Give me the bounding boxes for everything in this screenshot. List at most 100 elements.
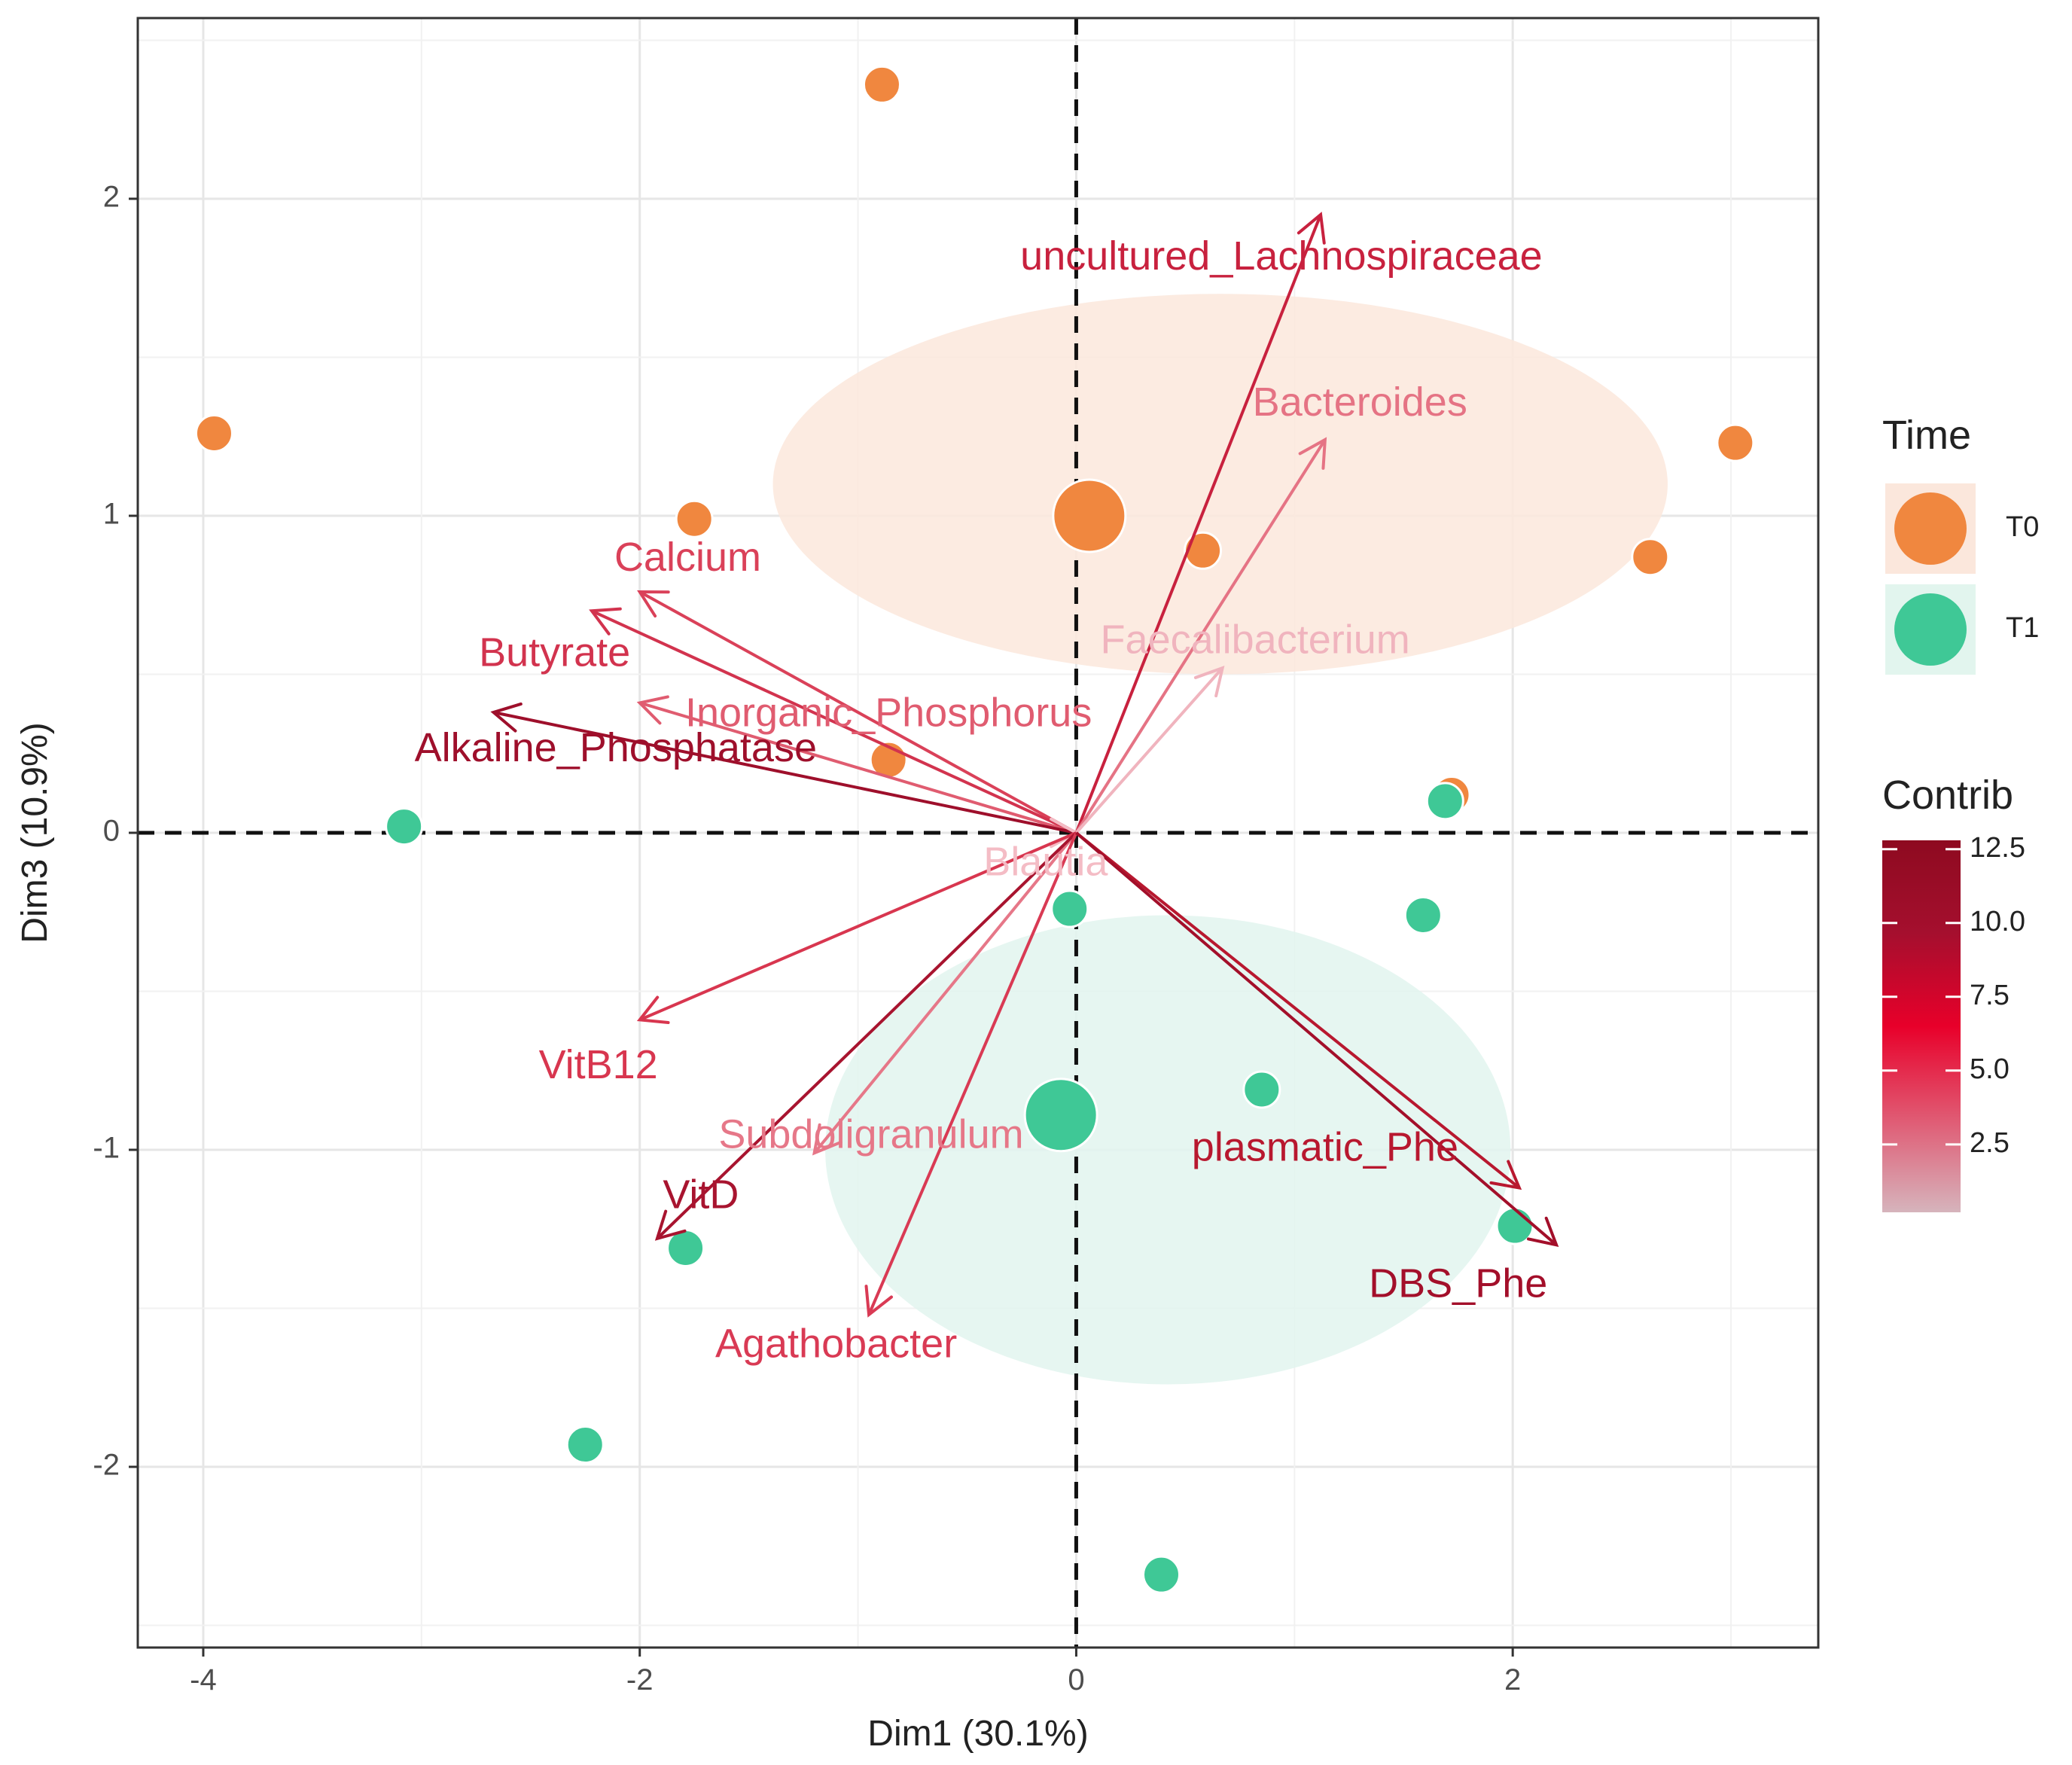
colorbar-tick-label: 10.0 [1970, 906, 2025, 937]
x-tick-label: 0 [1068, 1663, 1084, 1696]
point-t0 [1631, 538, 1670, 577]
arrow-shaft [638, 590, 1077, 834]
y-tick-label: -2 [93, 1449, 120, 1482]
arrow-agathobacter [864, 832, 1078, 1318]
arrow-alkaline-phosphatase [490, 702, 1077, 834]
arrow-vitd [654, 831, 1077, 1241]
arrow-shaft [813, 831, 1077, 1154]
arrow-faecalibacterium [1074, 665, 1225, 834]
legend-time: Time T0 T1 [1882, 413, 2039, 675]
point-t1 [1141, 1555, 1181, 1594]
point-t0 [1184, 531, 1223, 570]
arrow-head [1297, 212, 1326, 245]
point-t0 [675, 499, 714, 538]
arrow-head [654, 1209, 687, 1241]
point-t0 [194, 414, 233, 453]
arrow-head [1298, 437, 1327, 470]
arrow-dbs-phe [1075, 831, 1559, 1248]
variable-label: uncultured_Lachnospiraceae [1020, 233, 1543, 279]
y-tick-label: 0 [103, 815, 120, 848]
arrow-shaft [1075, 831, 1558, 1246]
legend-key-t0 [1894, 492, 1967, 565]
arrow-plasmatic-phe [1075, 831, 1522, 1190]
arrow-head [864, 1285, 893, 1318]
arrow-bacteroides [1074, 437, 1327, 834]
point-t1 [1242, 1070, 1281, 1109]
colorbar-tick-label: 7.5 [1970, 980, 2010, 1011]
colorbar-tick-label: 12.5 [1970, 832, 2025, 864]
variable-label: Subdoligranulum [718, 1111, 1023, 1157]
legend-key-t1 [1894, 593, 1967, 666]
variable-label: VitB12 [539, 1042, 658, 1087]
arrow-vitb12 [636, 831, 1077, 1025]
arrow-head [490, 702, 523, 733]
y-tick-label: -1 [93, 1132, 120, 1165]
legend-contrib-title: Contrib [1882, 773, 2013, 818]
variable-label: Inorganic_Phosphorus [685, 690, 1092, 735]
arrow-calcium [637, 590, 1077, 834]
point-t0 [862, 65, 901, 104]
colorbar-tick-label: 2.5 [1970, 1127, 2010, 1159]
arrow-inorganic-phosphorus [636, 695, 1077, 834]
variable-label: plasmatic_Phe [1192, 1124, 1458, 1169]
legend-time-keys: T0 T1 [1885, 483, 2039, 675]
variable-labels: uncultured_Lachnospiraceae Bacteroides Fae… [415, 233, 1548, 1366]
point-t1 [385, 807, 424, 846]
arrow-shaft [867, 832, 1078, 1315]
y-tick-label: 1 [103, 498, 120, 531]
axis-ticks: -4 -2 0 2 2 1 0 -1 -2 [93, 181, 1521, 1696]
arrow-head [636, 695, 669, 725]
arrow-head [636, 995, 670, 1025]
arrow-head [1489, 1160, 1522, 1190]
variable-label: Blautia [983, 839, 1108, 884]
contrib-colorbar [1882, 840, 1961, 1212]
legend-time-title: Time [1882, 413, 1971, 458]
y-axis-title: Dim3 (10.9%) [15, 722, 55, 943]
x-tick-label: 2 [1504, 1663, 1521, 1696]
point-t1 [565, 1425, 605, 1465]
arrow-butyrate [589, 607, 1077, 834]
centroid-t0 [1052, 478, 1127, 553]
arrow-shaft [638, 831, 1077, 1022]
arrow-shaft [1074, 214, 1322, 834]
confidence-ellipses [772, 294, 1668, 1385]
x-tick-label: -2 [626, 1663, 654, 1696]
arrow-head [1526, 1216, 1559, 1248]
arrow-head [1193, 665, 1225, 698]
variable-label: Butyrate [479, 629, 630, 675]
point-t0 [1716, 423, 1755, 462]
arrow-shaft [493, 711, 1077, 834]
arrow-shaft [1074, 666, 1224, 834]
arrow-head [812, 1123, 843, 1156]
arrow-shaft [1074, 438, 1327, 834]
arrow-shaft [639, 701, 1077, 834]
variable-label: Alkaline_Phosphatase [415, 725, 817, 770]
variable-label: Calcium [614, 535, 761, 580]
point-t1 [1050, 889, 1089, 928]
confidence-ellipse-t0 [772, 294, 1668, 675]
arrow-head [589, 607, 622, 636]
legend-label-t1: T1 [2006, 612, 2039, 644]
y-tick-label: 2 [103, 181, 120, 214]
variable-label: Faecalibacterium [1101, 617, 1410, 663]
legend-label-t0: T0 [2006, 511, 2039, 543]
arrow-shaft [656, 831, 1077, 1240]
variable-label: VitD [663, 1172, 739, 1217]
x-tick-label: -4 [190, 1663, 217, 1696]
variable-label: Bacteroides [1253, 380, 1467, 425]
variable-label: Agathobacter [715, 1321, 957, 1366]
contrib-colorbar-ticks: 12.5 10.0 7.5 5.0 2.5 [1882, 832, 2025, 1159]
colorbar-tick-label: 5.0 [1970, 1053, 2010, 1085]
variable-label: DBS_Phe [1369, 1260, 1547, 1306]
variable-arrows [490, 212, 1559, 1318]
point-t1 [1403, 895, 1443, 934]
point-t1 [1425, 782, 1464, 821]
legend-contrib: Contrib 12.5 10.0 7.5 5.0 2.5 [1882, 773, 2025, 1212]
arrow-uncultured-lachnospiraceae [1074, 212, 1326, 834]
arrow-shaft [591, 609, 1077, 834]
x-axis-title: Dim1 (30.1%) [867, 1714, 1088, 1754]
arrow-shaft [1075, 831, 1521, 1190]
confidence-ellipse-t1 [825, 915, 1511, 1385]
arrow-subdoligranulum [812, 831, 1077, 1156]
